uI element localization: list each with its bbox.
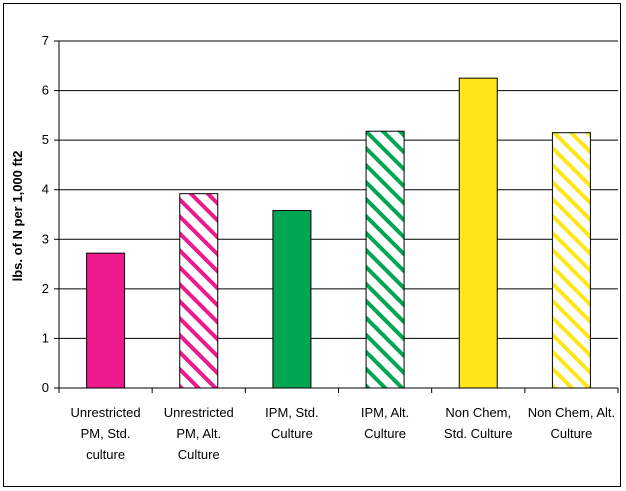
y-tick-label: 1 (42, 330, 49, 345)
bar (86, 252, 126, 389)
x-category-label: Non Chem, Alt. (528, 405, 615, 420)
x-category-label: IPM, Alt. (361, 405, 409, 420)
x-category-label: Culture (271, 426, 313, 441)
gridlines (59, 40, 618, 339)
y-tick-labels: 0 1 2 3 4 5 6 7 (42, 33, 49, 395)
x-category-label: IPM, Std. (265, 405, 318, 420)
y-tick-label: 7 (42, 33, 49, 48)
x-category-label: Std. Culture (444, 426, 513, 441)
bar (179, 193, 219, 389)
y-tick-label: 3 (42, 231, 49, 246)
y-tick-label: 4 (42, 182, 49, 197)
x-category-label: Unrestricted (164, 405, 234, 420)
x-category-label: Unrestricted (71, 405, 141, 420)
bar (272, 210, 312, 389)
x-category-label: Culture (550, 426, 592, 441)
x-category-label: Culture (178, 447, 220, 462)
x-category-label: PM, Alt. (176, 426, 221, 441)
bar (458, 77, 498, 389)
y-tick-label: 2 (42, 281, 49, 296)
y-axis-title: lbs. of N per 1,000 ft2 (10, 151, 25, 282)
y-tick-label: 5 (42, 132, 49, 147)
y-tick-label: 0 (42, 380, 49, 395)
x-category-label: PM, Std. (81, 426, 131, 441)
x-category-label: Non Chem, (445, 405, 511, 420)
y-tick-label: 6 (42, 83, 49, 98)
axes (54, 40, 619, 393)
x-category-label: culture (86, 447, 125, 462)
bars (86, 77, 591, 389)
bar (365, 130, 405, 389)
bar (551, 132, 591, 389)
x-category-labels: Unrestricted PM, Std. culture Unrestricted P… (71, 405, 616, 462)
x-category-label: Culture (364, 426, 406, 441)
